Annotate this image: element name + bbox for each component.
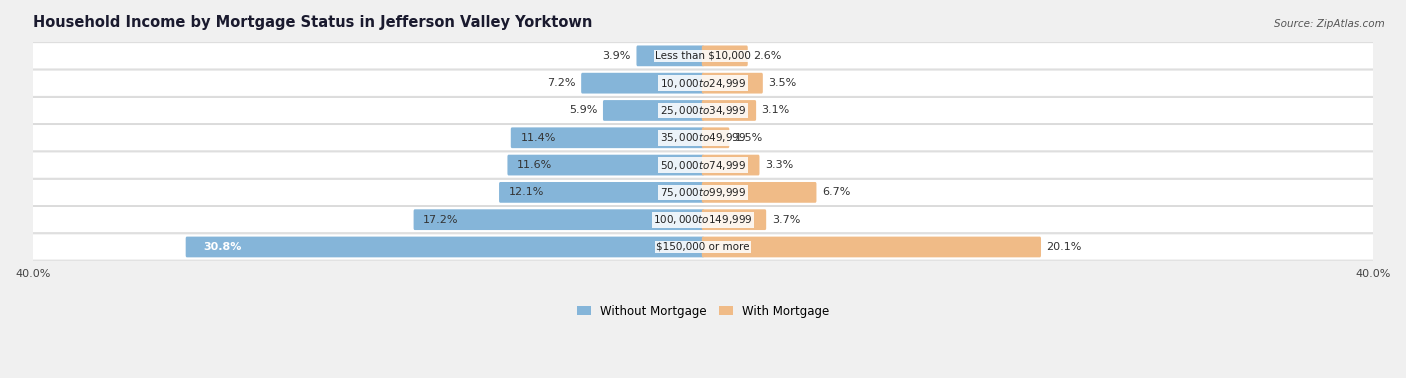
FancyBboxPatch shape (702, 237, 1040, 257)
Text: 17.2%: 17.2% (423, 215, 458, 225)
Text: 3.3%: 3.3% (765, 160, 793, 170)
Legend: Without Mortgage, With Mortgage: Without Mortgage, With Mortgage (572, 300, 834, 322)
Text: 5.9%: 5.9% (569, 105, 598, 115)
Text: 3.9%: 3.9% (603, 51, 631, 61)
Text: $10,000 to $24,999: $10,000 to $24,999 (659, 77, 747, 90)
Text: $100,000 to $149,999: $100,000 to $149,999 (654, 213, 752, 226)
Text: $25,000 to $34,999: $25,000 to $34,999 (659, 104, 747, 117)
FancyBboxPatch shape (637, 45, 704, 66)
Text: $150,000 or more: $150,000 or more (657, 242, 749, 252)
Text: 2.6%: 2.6% (754, 51, 782, 61)
FancyBboxPatch shape (702, 209, 766, 230)
FancyBboxPatch shape (702, 45, 748, 66)
FancyBboxPatch shape (32, 70, 1374, 96)
FancyBboxPatch shape (702, 127, 730, 148)
Text: 7.2%: 7.2% (547, 78, 575, 88)
Text: 30.8%: 30.8% (204, 242, 242, 252)
FancyBboxPatch shape (32, 98, 1374, 124)
Text: $35,000 to $49,999: $35,000 to $49,999 (659, 131, 747, 144)
Text: 20.1%: 20.1% (1046, 242, 1081, 252)
Text: 6.7%: 6.7% (823, 187, 851, 197)
FancyBboxPatch shape (603, 100, 704, 121)
FancyBboxPatch shape (581, 73, 704, 93)
Text: Source: ZipAtlas.com: Source: ZipAtlas.com (1274, 19, 1385, 29)
Text: 1.5%: 1.5% (735, 133, 763, 143)
FancyBboxPatch shape (510, 127, 704, 148)
FancyBboxPatch shape (499, 182, 704, 203)
Text: 11.6%: 11.6% (517, 160, 553, 170)
FancyBboxPatch shape (32, 234, 1374, 260)
FancyBboxPatch shape (702, 155, 759, 175)
FancyBboxPatch shape (702, 100, 756, 121)
FancyBboxPatch shape (186, 237, 704, 257)
Text: 12.1%: 12.1% (509, 187, 544, 197)
Text: 3.1%: 3.1% (762, 105, 790, 115)
Text: 3.7%: 3.7% (772, 215, 800, 225)
FancyBboxPatch shape (32, 206, 1374, 233)
FancyBboxPatch shape (702, 73, 763, 93)
FancyBboxPatch shape (32, 179, 1374, 206)
Text: 11.4%: 11.4% (520, 133, 555, 143)
FancyBboxPatch shape (32, 152, 1374, 178)
FancyBboxPatch shape (32, 43, 1374, 69)
Text: $50,000 to $74,999: $50,000 to $74,999 (659, 158, 747, 172)
Text: Household Income by Mortgage Status in Jefferson Valley Yorktown: Household Income by Mortgage Status in J… (32, 15, 592, 30)
Text: Less than $10,000: Less than $10,000 (655, 51, 751, 61)
FancyBboxPatch shape (702, 182, 817, 203)
FancyBboxPatch shape (32, 125, 1374, 151)
Text: $75,000 to $99,999: $75,000 to $99,999 (659, 186, 747, 199)
Text: 3.5%: 3.5% (768, 78, 797, 88)
FancyBboxPatch shape (413, 209, 704, 230)
FancyBboxPatch shape (508, 155, 704, 175)
